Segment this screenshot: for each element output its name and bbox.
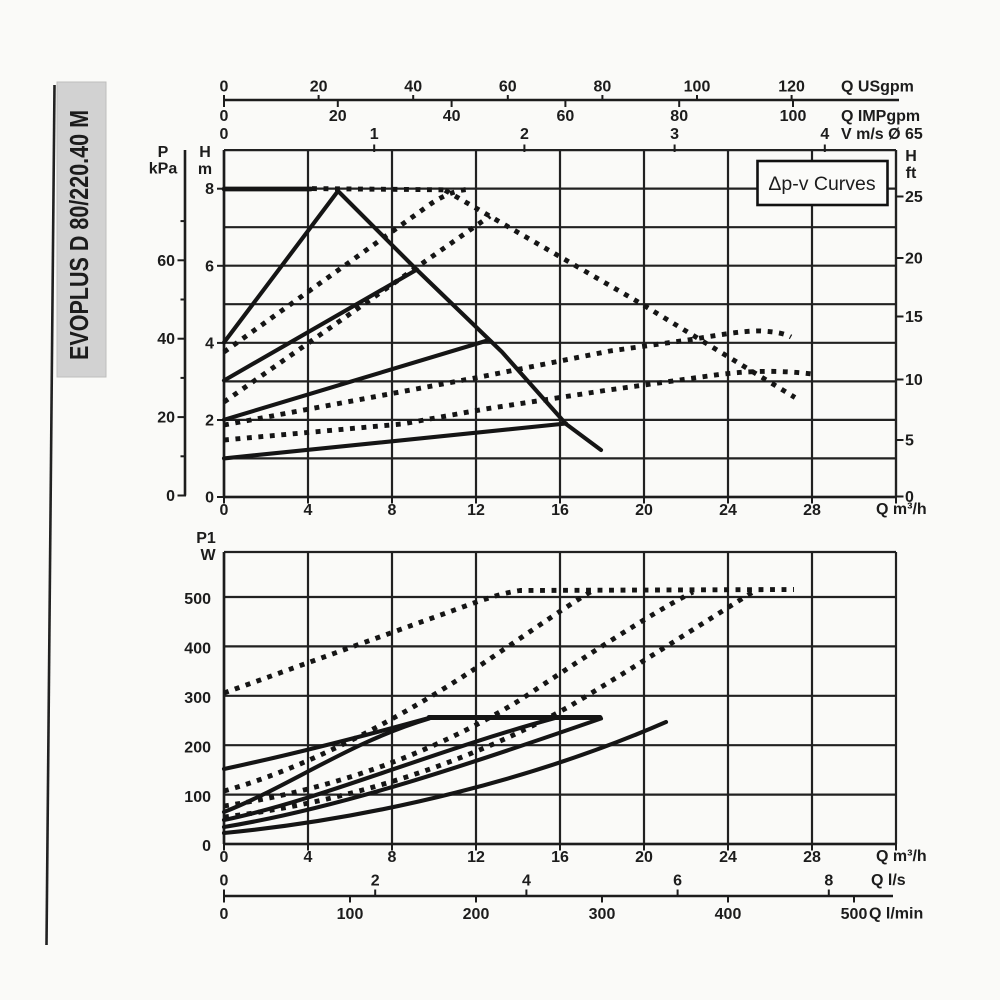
svg-text:Q l/min: Q l/min bbox=[869, 906, 923, 923]
svg-text:4: 4 bbox=[304, 849, 313, 866]
svg-text:400: 400 bbox=[715, 906, 742, 923]
svg-text:2: 2 bbox=[205, 413, 214, 430]
svg-text:500: 500 bbox=[841, 906, 868, 923]
svg-text:0: 0 bbox=[905, 489, 914, 506]
svg-text:4: 4 bbox=[820, 126, 829, 143]
svg-text:0: 0 bbox=[220, 108, 229, 125]
svg-text:100: 100 bbox=[337, 906, 364, 923]
svg-text:80: 80 bbox=[594, 79, 612, 96]
svg-text:Q IMPgpm: Q IMPgpm bbox=[841, 108, 920, 125]
svg-text:m: m bbox=[198, 161, 212, 178]
svg-text:0: 0 bbox=[166, 488, 175, 505]
svg-text:60: 60 bbox=[557, 108, 575, 125]
svg-text:0: 0 bbox=[202, 838, 211, 855]
svg-text:5: 5 bbox=[905, 433, 914, 450]
svg-text:20: 20 bbox=[310, 79, 328, 96]
svg-text:200: 200 bbox=[463, 906, 490, 923]
svg-text:6: 6 bbox=[205, 258, 214, 275]
svg-text:25: 25 bbox=[905, 189, 923, 206]
svg-text:W: W bbox=[200, 547, 216, 564]
svg-text:Q m³/h: Q m³/h bbox=[876, 848, 927, 865]
svg-text:40: 40 bbox=[404, 79, 422, 96]
svg-text:20: 20 bbox=[635, 502, 653, 519]
svg-text:2: 2 bbox=[520, 126, 529, 143]
svg-text:8: 8 bbox=[388, 502, 397, 519]
svg-text:0: 0 bbox=[205, 490, 214, 507]
svg-text:8: 8 bbox=[824, 873, 833, 890]
svg-text:0: 0 bbox=[220, 126, 229, 143]
svg-text:4: 4 bbox=[522, 873, 531, 890]
svg-text:Q m³/h: Q m³/h bbox=[876, 501, 927, 518]
svg-text:8: 8 bbox=[388, 849, 397, 866]
svg-text:15: 15 bbox=[905, 309, 923, 326]
svg-text:20: 20 bbox=[329, 108, 347, 125]
svg-text:Q l/s: Q l/s bbox=[871, 872, 906, 889]
svg-text:kPa: kPa bbox=[149, 161, 178, 178]
svg-text:200: 200 bbox=[184, 739, 211, 756]
svg-text:400: 400 bbox=[184, 641, 211, 658]
svg-text:24: 24 bbox=[719, 849, 737, 866]
svg-text:P1: P1 bbox=[196, 530, 216, 547]
svg-text:28: 28 bbox=[803, 502, 821, 519]
svg-text:1: 1 bbox=[370, 126, 379, 143]
svg-text:300: 300 bbox=[184, 690, 211, 707]
svg-text:12: 12 bbox=[467, 502, 485, 519]
svg-text:4: 4 bbox=[304, 502, 313, 519]
svg-text:16: 16 bbox=[551, 849, 569, 866]
svg-text:12: 12 bbox=[467, 849, 485, 866]
svg-text:500: 500 bbox=[184, 591, 211, 608]
svg-text:16: 16 bbox=[551, 502, 569, 519]
svg-text:10: 10 bbox=[905, 372, 923, 389]
svg-text:300: 300 bbox=[589, 906, 616, 923]
svg-text:40: 40 bbox=[157, 331, 175, 348]
svg-text:H: H bbox=[905, 148, 917, 165]
svg-text:120: 120 bbox=[778, 79, 805, 96]
svg-text:100: 100 bbox=[184, 789, 211, 806]
svg-text:0: 0 bbox=[220, 79, 229, 96]
svg-text:40: 40 bbox=[443, 108, 461, 125]
svg-text:60: 60 bbox=[157, 253, 175, 270]
svg-text:6: 6 bbox=[673, 873, 682, 890]
svg-text:8: 8 bbox=[205, 181, 214, 198]
svg-text:V m/s Ø 65: V m/s Ø 65 bbox=[841, 126, 923, 143]
svg-text:100: 100 bbox=[684, 79, 711, 96]
svg-text:20: 20 bbox=[635, 849, 653, 866]
svg-text:80: 80 bbox=[670, 108, 688, 125]
svg-text:20: 20 bbox=[157, 410, 175, 427]
svg-text:3: 3 bbox=[670, 126, 679, 143]
svg-text:28: 28 bbox=[803, 849, 821, 866]
svg-text:20: 20 bbox=[905, 251, 923, 268]
svg-text:ft: ft bbox=[906, 165, 917, 182]
svg-text:0: 0 bbox=[220, 906, 229, 923]
svg-text:100: 100 bbox=[780, 108, 807, 125]
svg-text:4: 4 bbox=[205, 335, 214, 352]
svg-text:0: 0 bbox=[220, 873, 229, 890]
svg-text:P: P bbox=[158, 144, 169, 161]
svg-text:0: 0 bbox=[220, 502, 229, 519]
svg-text:60: 60 bbox=[499, 79, 517, 96]
svg-text:Δp-v Curves: Δp-v Curves bbox=[768, 173, 876, 195]
svg-text:Q USgpm: Q USgpm bbox=[841, 79, 914, 96]
svg-text:24: 24 bbox=[719, 502, 737, 519]
svg-text:EVOPLUS D 80/220.40 M: EVOPLUS D 80/220.40 M bbox=[64, 110, 94, 360]
svg-text:H: H bbox=[199, 144, 211, 161]
svg-text:0: 0 bbox=[220, 849, 229, 866]
svg-text:2: 2 bbox=[371, 873, 380, 890]
